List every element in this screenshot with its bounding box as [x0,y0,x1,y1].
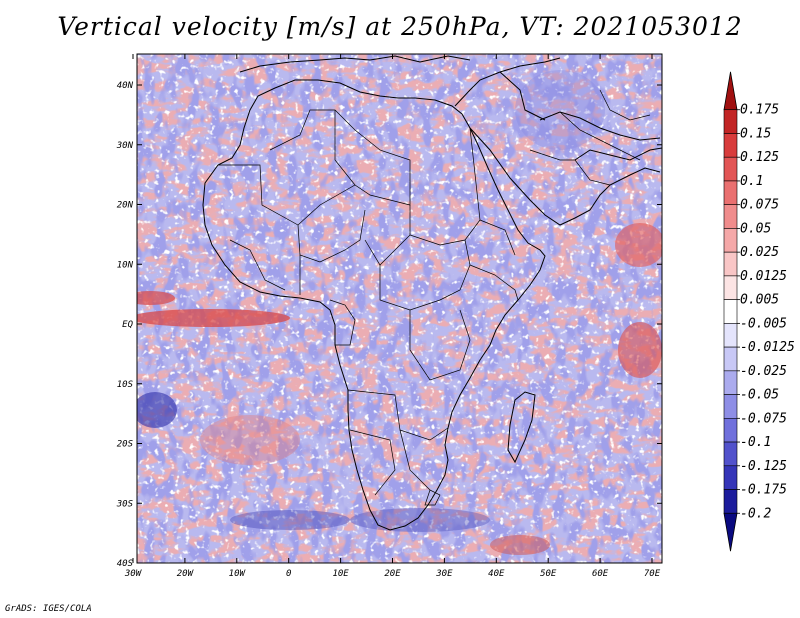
colorbar-arrow-top [723,71,738,111]
lat-tick-label: 20N [117,201,134,211]
colorbar-label: -0.1 [740,435,771,450]
colorbar-swatch [723,251,738,277]
colorbar-swatch [723,323,738,348]
colorbar-swatch [723,346,738,372]
colorbar-label: 0.175 [740,103,779,118]
lat-tick-label: EQ [122,320,133,330]
lat-tick-label: 40S [117,559,134,569]
colorbar-swatch [723,275,738,300]
colorbar-label: -0.05 [740,388,779,403]
colorbar-swatch [723,180,738,205]
velocity-field [137,54,662,563]
colorbar-label: 0.005 [740,293,779,308]
latitude-axis: 40N 30N 20N 10N EQ 10S 20S 30S 40S [116,81,662,569]
lon-tick-label: 40E [488,569,505,579]
lon-tick-label: 10E [332,569,349,579]
country-borders [218,89,651,506]
colorbar-swatch [723,156,738,182]
colorbar-label: -0.2 [740,506,771,521]
colorbar-swatch [723,465,738,490]
colorbar-swatch [723,370,738,395]
colorbar-label: 0.15 [740,126,771,141]
colorbar-label: -0.0125 [740,340,795,355]
colorbar-swatch [723,441,738,467]
lon-tick-label: 20E [384,569,401,579]
lon-tick-label: 20W [177,569,195,579]
lon-tick-label: 0 [286,569,291,579]
lon-tick-label: 30W [124,569,143,579]
colorbar: 0.175 0.15 0.125 0.1 0.075 0.05 0.025 0.0125 0.0… [723,71,795,552]
lon-tick-label: 70E [644,569,661,579]
colorbar-swatch [723,394,738,419]
colorbar-label: -0.025 [740,364,787,379]
colorbar-label: 0.05 [740,221,771,236]
colorbar-swatch [723,489,738,514]
map-title: Vertical velocity [m/s] at 250hPa, VT: 2… [57,12,743,41]
longitude-axis: 30W 20W 10W 0 10E 20E 30E 40E 50E 60E 70E [124,54,661,579]
colorbar-swatch [723,299,738,324]
colorbar-label: -0.175 [740,483,787,498]
colorbar-label: 0.125 [740,150,779,165]
lat-tick-label: 30S [116,499,134,509]
colorbar-swatch [723,418,738,443]
lat-tick-label: 10S [117,380,134,390]
colorbar-label: 0.0125 [740,269,787,284]
colorbar-label: 0.025 [740,245,779,260]
map-frame [136,53,663,564]
colorbar-label: 0.1 [740,174,763,189]
lat-tick-label: 30N [116,141,134,151]
lon-tick-label: 30E [435,569,453,579]
colorbar-label: -0.005 [740,316,787,331]
colorbar-swatch [723,133,738,158]
lat-tick-label: 40N [117,81,134,91]
lon-tick-label: 50E [540,569,557,579]
footer-credit: GrADS: IGES/COLA [5,604,92,614]
colorbar-swatch [723,109,738,134]
lat-tick-label: 10N [117,260,134,270]
colorbar-label: -0.125 [740,459,787,474]
colorbar-arrow-bottom [723,512,738,552]
lon-tick-label: 10W [229,569,247,579]
colorbar-swatch [723,228,738,253]
colorbar-swatch [723,204,738,229]
lat-tick-label: 20S [117,440,134,450]
lon-tick-label: 60E [592,569,609,579]
colorbar-label: 0.075 [740,198,779,213]
colorbar-label: -0.075 [740,411,787,426]
